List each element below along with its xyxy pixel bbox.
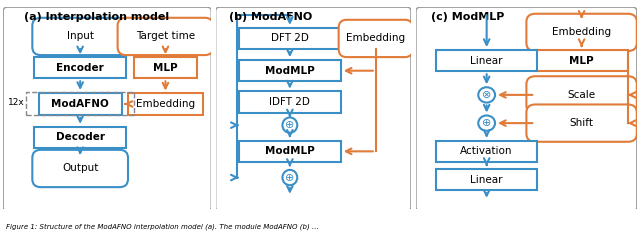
FancyBboxPatch shape bbox=[239, 141, 340, 162]
FancyBboxPatch shape bbox=[239, 60, 340, 81]
Text: ⊕: ⊕ bbox=[482, 118, 492, 128]
FancyBboxPatch shape bbox=[526, 76, 637, 114]
FancyBboxPatch shape bbox=[38, 93, 122, 114]
Text: 12x: 12x bbox=[8, 98, 25, 107]
Text: ModMLP: ModMLP bbox=[265, 66, 315, 76]
Text: ModAFNO: ModAFNO bbox=[51, 99, 109, 109]
FancyBboxPatch shape bbox=[535, 50, 628, 71]
FancyBboxPatch shape bbox=[436, 50, 538, 71]
Text: ⊗: ⊗ bbox=[482, 90, 492, 100]
Text: Output: Output bbox=[62, 163, 99, 174]
FancyBboxPatch shape bbox=[239, 91, 340, 113]
Text: MLP: MLP bbox=[570, 56, 594, 66]
Text: DFT 2D: DFT 2D bbox=[271, 33, 308, 43]
Circle shape bbox=[282, 117, 297, 133]
Text: IDFT 2D: IDFT 2D bbox=[269, 97, 310, 107]
Text: Linear: Linear bbox=[470, 174, 503, 185]
Text: Shift: Shift bbox=[570, 118, 593, 128]
Circle shape bbox=[478, 87, 495, 102]
Text: Embedding: Embedding bbox=[136, 99, 195, 109]
Text: Figure 1: Structure of the ModAFNO interpolation model (a). The module ModAFNO (: Figure 1: Structure of the ModAFNO inter… bbox=[6, 223, 319, 230]
Text: Target time: Target time bbox=[136, 31, 195, 42]
FancyBboxPatch shape bbox=[239, 28, 340, 49]
Text: Input: Input bbox=[67, 31, 93, 42]
FancyBboxPatch shape bbox=[436, 169, 538, 190]
FancyBboxPatch shape bbox=[526, 14, 637, 51]
Text: ModMLP: ModMLP bbox=[265, 146, 315, 156]
Text: (c) ModMLP: (c) ModMLP bbox=[431, 12, 505, 22]
Circle shape bbox=[282, 170, 297, 185]
FancyBboxPatch shape bbox=[35, 57, 126, 78]
Text: Activation: Activation bbox=[460, 146, 513, 156]
FancyBboxPatch shape bbox=[32, 18, 128, 55]
FancyBboxPatch shape bbox=[526, 104, 637, 142]
Text: Decoder: Decoder bbox=[56, 132, 105, 142]
FancyBboxPatch shape bbox=[35, 127, 126, 148]
FancyBboxPatch shape bbox=[216, 7, 411, 211]
Text: (a) Interpolation model: (a) Interpolation model bbox=[24, 12, 169, 22]
FancyBboxPatch shape bbox=[118, 18, 213, 55]
Text: Encoder: Encoder bbox=[56, 63, 104, 73]
FancyBboxPatch shape bbox=[339, 20, 413, 57]
Text: Scale: Scale bbox=[568, 90, 596, 100]
FancyBboxPatch shape bbox=[3, 7, 211, 211]
FancyBboxPatch shape bbox=[128, 93, 203, 114]
FancyBboxPatch shape bbox=[134, 57, 196, 78]
Text: Linear: Linear bbox=[470, 56, 503, 66]
Text: (b) ModAFNO: (b) ModAFNO bbox=[229, 12, 312, 22]
Text: Embedding: Embedding bbox=[346, 33, 405, 43]
Text: ⊕: ⊕ bbox=[285, 173, 294, 183]
FancyBboxPatch shape bbox=[436, 141, 538, 162]
Text: MLP: MLP bbox=[153, 63, 178, 73]
FancyBboxPatch shape bbox=[416, 7, 637, 211]
Circle shape bbox=[478, 115, 495, 131]
FancyBboxPatch shape bbox=[32, 150, 128, 187]
Text: Embedding: Embedding bbox=[552, 27, 611, 37]
Text: ⊕: ⊕ bbox=[285, 120, 294, 130]
